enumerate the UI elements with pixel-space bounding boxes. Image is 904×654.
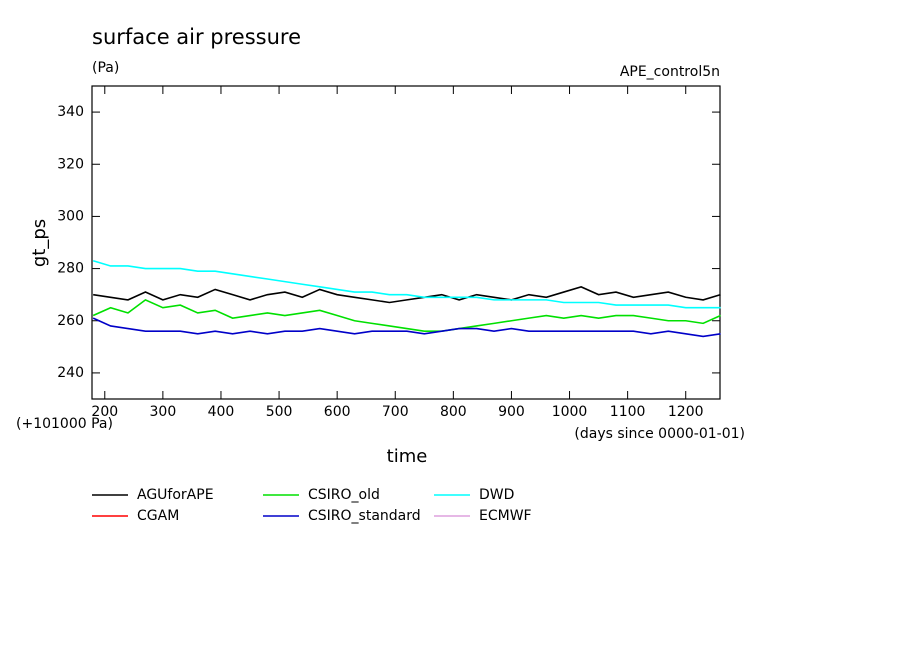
series-line bbox=[93, 285, 721, 304]
plot-frame bbox=[91, 85, 721, 400]
x-tick-label: 1200 bbox=[668, 404, 704, 420]
x-tick-label: 1000 bbox=[552, 404, 588, 420]
y-tick-label: 340 bbox=[57, 104, 84, 120]
legend-label: ECMWF bbox=[479, 508, 532, 524]
x-tick-label: 300 bbox=[150, 404, 177, 420]
x-tick-label: 1100 bbox=[610, 404, 646, 420]
x-tick-label: 800 bbox=[440, 404, 467, 420]
x-tick-label: 500 bbox=[266, 404, 293, 420]
annotation: (days since 0000-01-01) bbox=[574, 426, 745, 442]
series-line bbox=[92, 259, 721, 309]
x-axis-label: time bbox=[387, 446, 428, 467]
legend-label: DWD bbox=[479, 487, 514, 503]
y-tick-label: 260 bbox=[57, 313, 84, 329]
annotation: APE_control5n bbox=[620, 64, 720, 80]
chart-title: surface air pressure bbox=[92, 25, 301, 49]
annotation: (+101000 Pa) bbox=[16, 416, 113, 432]
x-tick-label: 900 bbox=[498, 404, 525, 420]
series-line bbox=[92, 298, 721, 332]
legend-label: CSIRO_standard bbox=[308, 508, 421, 524]
x-tick-label: 700 bbox=[382, 404, 409, 420]
y-tick-label: 320 bbox=[57, 156, 84, 172]
legend-label: CSIRO_old bbox=[308, 487, 380, 503]
x-tick-label: 400 bbox=[208, 404, 235, 420]
x-tick-label: 200 bbox=[91, 404, 118, 420]
chart-subtitle: (Pa) bbox=[92, 60, 119, 76]
y-tick-label: 300 bbox=[57, 208, 84, 224]
legend-label: CGAM bbox=[137, 508, 179, 524]
y-axis-label: gt_ps bbox=[29, 219, 50, 267]
legend-label: AGUforAPE bbox=[137, 487, 214, 503]
y-tick-label: 280 bbox=[57, 261, 84, 277]
y-tick-label: 240 bbox=[57, 365, 84, 381]
series-line bbox=[92, 317, 721, 338]
x-tick-label: 600 bbox=[324, 404, 351, 420]
